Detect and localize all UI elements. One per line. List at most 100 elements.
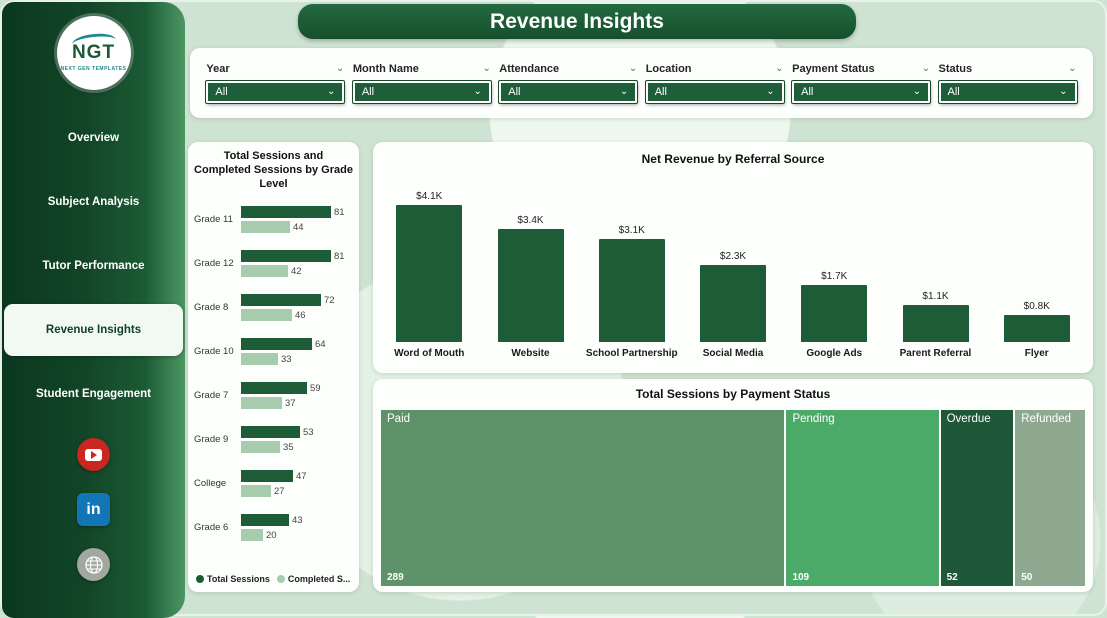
total-sessions-bar[interactable] [241, 470, 293, 483]
youtube-icon[interactable] [77, 438, 110, 471]
filter-dropdown[interactable]: All ⌄ [938, 81, 1077, 103]
total-sessions-bar[interactable] [241, 250, 331, 263]
revenue-bar-column: $3.4K Website [482, 215, 580, 363]
treemap-segment[interactable]: Paid 289 [381, 410, 785, 587]
revenue-bar-column: $1.1K Parent Referral [887, 291, 985, 363]
ngt-logo: NGT NEXT GEN TEMPLATES [56, 16, 131, 90]
nav-item-label: Student Engagement [35, 388, 151, 400]
grade-label: Grade 7 [194, 390, 229, 402]
bar-value-label: $0.8K [1023, 301, 1050, 313]
social-links: in [2, 438, 185, 581]
legend-completed-label: Completed S... [287, 574, 351, 584]
bar-value-label: $3.4K [517, 215, 544, 227]
completed-sessions-bar[interactable] [241, 309, 292, 322]
completed-sessions-bar[interactable] [241, 353, 278, 366]
grade-row: Grade 10 64 33 [194, 330, 353, 374]
filter-bar: Year ⌄ All ⌄ Month Name ⌄ All ⌄ Attendan… [190, 48, 1093, 118]
total-sessions-value: 43 [292, 514, 303, 526]
total-sessions-bar[interactable] [241, 338, 312, 351]
revenue-bar[interactable] [801, 285, 868, 343]
filter-group: Payment Status ⌄ All ⌄ [792, 63, 931, 103]
chevron-down-icon[interactable]: ⌄ [482, 63, 491, 74]
youtube-play-icon [85, 448, 102, 461]
treemap-label: Paid [387, 413, 411, 426]
total-sessions-value: 72 [324, 294, 335, 306]
revenue-bar[interactable] [396, 205, 463, 343]
completed-sessions-bar[interactable] [241, 397, 282, 410]
treemap-segment[interactable]: Refunded 50 [1015, 410, 1085, 587]
grade-label: College [194, 478, 227, 490]
treemap-segment[interactable]: Overdue 52 [940, 410, 1014, 587]
completed-sessions-bar[interactable] [241, 441, 280, 454]
filter-value: All [947, 86, 960, 98]
filter-header: Status ⌄ [939, 63, 1077, 75]
completed-sessions-bar[interactable] [241, 221, 290, 234]
chart-title: Total Sessions by Payment Status [635, 387, 831, 401]
sidebar-nav-item[interactable]: Overview [4, 112, 183, 164]
sidebar-nav-item[interactable]: Tutor Performance [4, 240, 183, 292]
revenue-bar[interactable] [497, 229, 564, 343]
total-sessions-bar[interactable] [241, 382, 307, 395]
bar-value-label: $2.3K [719, 251, 747, 263]
grade-row: Grade 7 59 37 [194, 374, 353, 418]
total-sessions-bar[interactable] [241, 294, 321, 307]
revenue-bar[interactable] [1003, 315, 1070, 343]
completed-sessions-value: 46 [295, 309, 306, 321]
total-sessions-bar[interactable] [241, 426, 300, 439]
treemap-value: 289 [387, 572, 404, 584]
grade-label: Grade 12 [194, 258, 234, 270]
sidebar-nav-item[interactable]: Subject Analysis [4, 176, 183, 228]
chart-legend: Total Sessions Completed S... [194, 572, 353, 586]
filter-dropdown[interactable]: All ⌄ [352, 81, 491, 103]
filter-dropdown[interactable]: All ⌄ [206, 81, 345, 103]
total-sessions-value: 81 [334, 250, 345, 262]
total-sessions-bar[interactable] [241, 514, 289, 527]
logo-text: NGT [71, 42, 116, 63]
chevron-down-icon: ⌄ [1059, 86, 1068, 97]
completed-sessions-bar[interactable] [241, 265, 288, 278]
revenue-bars: $4.1K Word of Mouth $3.4K Website $3.1K … [373, 171, 1093, 363]
sidebar-nav-item[interactable]: Revenue Insights [4, 304, 183, 356]
chevron-down-icon[interactable]: ⌄ [921, 63, 931, 74]
filter-dropdown[interactable]: All ⌄ [499, 81, 638, 103]
linkedin-icon[interactable]: in [77, 493, 110, 526]
legend-completed-dot-icon [276, 575, 285, 583]
revenue-bar[interactable] [598, 239, 665, 343]
filter-label: Month Name [352, 63, 419, 75]
grade-row: Grade 8 72 46 [194, 286, 353, 330]
chevron-down-icon[interactable]: ⌄ [336, 63, 345, 74]
grade-bars: 81 44 [241, 205, 353, 235]
completed-sessions-value: 37 [285, 397, 296, 409]
chevron-down-icon: ⌄ [912, 86, 922, 97]
completed-sessions-bar[interactable] [241, 529, 263, 542]
globe-icon[interactable] [77, 548, 110, 581]
filter-header: Payment Status ⌄ [792, 63, 930, 75]
total-sessions-bar[interactable] [241, 206, 331, 219]
filter-label: Status [938, 63, 973, 75]
grade-label: Grade 10 [194, 346, 234, 358]
chevron-down-icon: ⌄ [327, 86, 336, 97]
bar-value-label: $1.7K [821, 271, 848, 283]
chevron-down-icon[interactable]: ⌄ [775, 63, 784, 74]
legend-total-dot-icon [196, 575, 204, 583]
filter-label: Year [206, 63, 230, 75]
filter-dropdown[interactable]: All ⌄ [645, 81, 784, 103]
treemap-value: 50 [1021, 572, 1033, 584]
grade-rows: Grade 11 81 44 Grade 12 81 42 Grade 8 [194, 198, 353, 550]
grade-label: Grade 6 [194, 522, 229, 534]
sidebar-nav-item[interactable]: Student Engagement [4, 368, 183, 420]
grade-bars: 72 46 [241, 293, 353, 323]
filter-header: Year ⌄ [206, 63, 344, 75]
revenue-bar[interactable] [902, 305, 969, 343]
revenue-bar-column: $0.8K Flyer [988, 301, 1086, 363]
chevron-down-icon[interactable]: ⌄ [1068, 63, 1077, 74]
total-sessions-value: 59 [310, 382, 321, 394]
treemap-value: 52 [946, 572, 958, 584]
legend-completed: Completed S... [276, 574, 351, 584]
completed-sessions-bar[interactable] [241, 485, 271, 498]
filter-header: Location ⌄ [646, 63, 784, 75]
treemap-segment[interactable]: Pending 109 [786, 410, 939, 587]
chevron-down-icon[interactable]: ⌄ [628, 63, 638, 74]
filter-dropdown[interactable]: All ⌄ [792, 81, 931, 103]
revenue-bar[interactable] [700, 265, 766, 343]
